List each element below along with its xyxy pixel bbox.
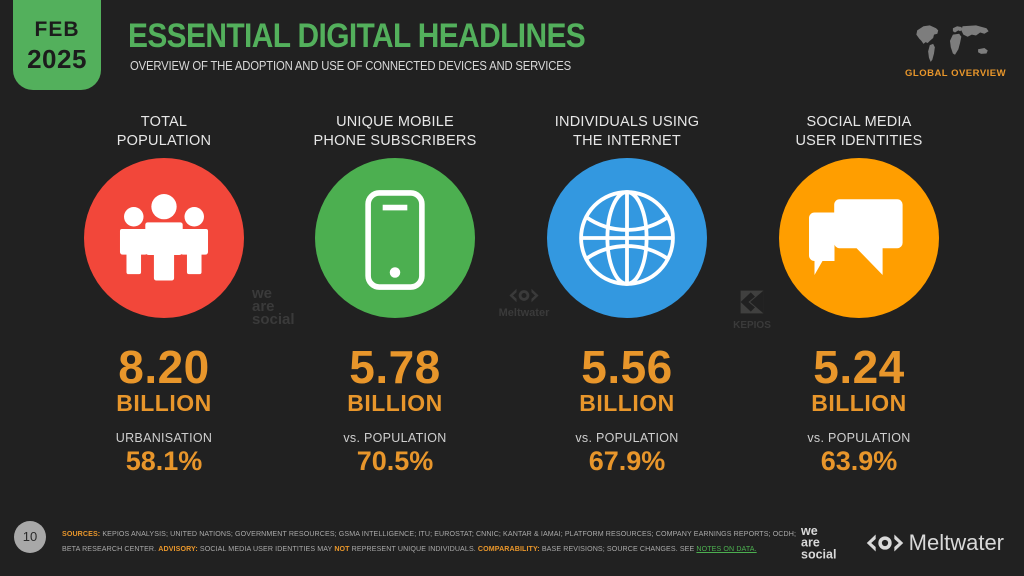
svg-text:social: social (801, 547, 836, 561)
